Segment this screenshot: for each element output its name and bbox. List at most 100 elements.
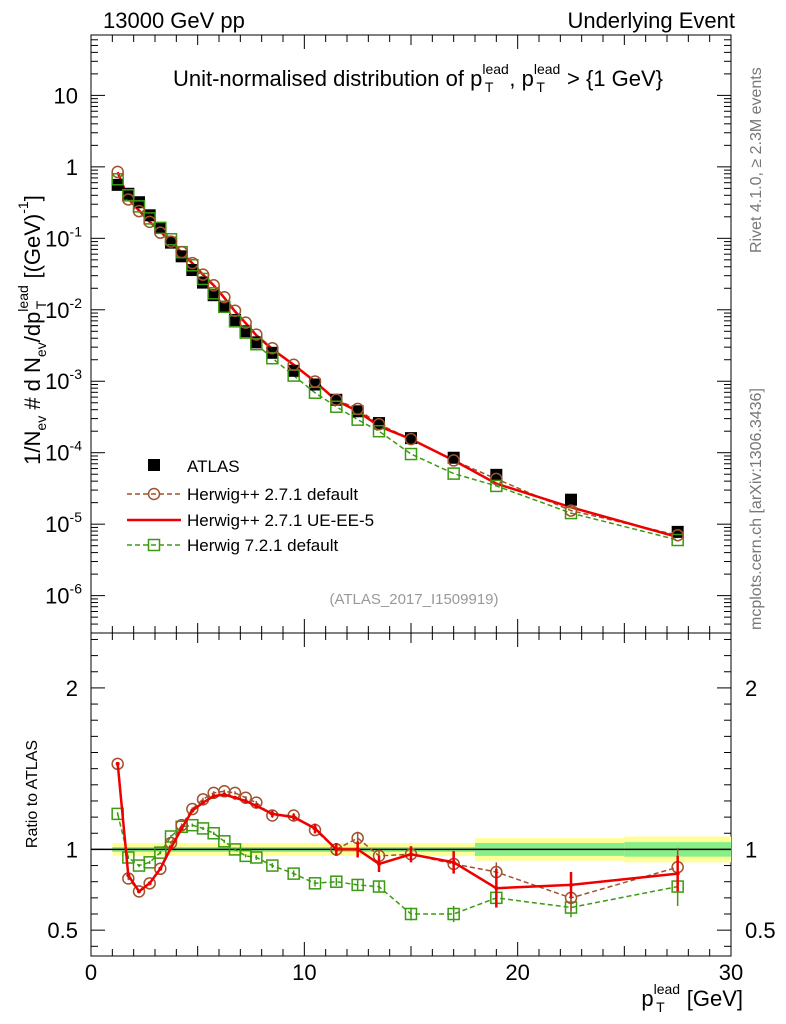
data-point-herwigpp-default bbox=[266, 341, 279, 355]
data-point-herwigpp-default bbox=[287, 358, 300, 372]
data-point-herwig7-default bbox=[372, 424, 386, 438]
data-point-atlas bbox=[565, 493, 577, 506]
chart-title-end: > {1 GeV} bbox=[561, 66, 663, 91]
data-point-herwig7-default bbox=[447, 467, 460, 480]
data-point-herwigpp-default bbox=[218, 290, 231, 304]
ratio-series bbox=[111, 757, 684, 923]
series-line-herwigpp-default bbox=[117, 171, 678, 536]
ylabel-b: # d N bbox=[20, 357, 45, 416]
data-point-herwigpp-default bbox=[308, 375, 322, 388]
x-tick-label: 10 bbox=[292, 960, 316, 985]
ratio-point-herwig7-default bbox=[154, 846, 167, 859]
ratio-point-herwigpp-ueee5 bbox=[137, 889, 141, 894]
data-point-atlas bbox=[239, 325, 252, 338]
ylabel-d-sup: -1 bbox=[15, 201, 31, 214]
data-point-atlas bbox=[175, 250, 188, 263]
ratio-point-herwigpp-ueee5 bbox=[211, 794, 216, 799]
data-point-herwig7-default bbox=[154, 221, 167, 235]
chart-title-main: Unit-normalised distribution of p bbox=[173, 66, 482, 91]
ylabel-c-sup: lead bbox=[15, 285, 31, 311]
data-point-herwigpp-default bbox=[207, 279, 220, 292]
ratio-line-herwigpp-default bbox=[116, 763, 678, 899]
chart-title-sup1: lead bbox=[482, 61, 508, 77]
xlabel-sub: T bbox=[656, 999, 665, 1015]
xlabel-sup: lead bbox=[654, 981, 680, 997]
chart-title-sup2: lead bbox=[534, 61, 560, 77]
series-line-herwigpp-ueee5 bbox=[116, 171, 679, 539]
ylabel-c: /dp bbox=[20, 312, 45, 343]
data-point-herwig7-default bbox=[671, 533, 684, 547]
data-point-herwigpp-default bbox=[564, 504, 578, 517]
ratio-point-herwigpp-ueee5 bbox=[451, 860, 456, 865]
ratio-point-herwig7-default bbox=[266, 859, 279, 872]
ratio-point-herwigpp-ueee5 bbox=[158, 866, 163, 871]
ratio-point-herwigpp-default bbox=[143, 877, 156, 890]
ratio-y-tick-label-right: 0.5 bbox=[745, 918, 776, 943]
data-point-atlas bbox=[447, 451, 460, 464]
ratio-y-tick-label-left: 2 bbox=[66, 676, 78, 701]
ratio-point-herwigpp-ueee5 bbox=[569, 882, 573, 887]
ratio-y-tick-label-right: 1 bbox=[745, 837, 757, 862]
data-point-herwigpp-default bbox=[111, 165, 124, 179]
ylabel-a: 1/N bbox=[20, 431, 45, 465]
ratio-point-herwig7-default bbox=[143, 856, 156, 869]
ratio-line-herwig7-default bbox=[116, 813, 678, 915]
ratio-point-herwig7-default bbox=[218, 835, 231, 848]
ratio-point-herwig7-default bbox=[404, 907, 418, 921]
data-point-atlas bbox=[490, 468, 503, 481]
ratio-point-herwigpp-default bbox=[154, 862, 167, 876]
data-point-herwig7-default bbox=[218, 300, 231, 314]
ratio-point-herwig7-default bbox=[330, 875, 343, 888]
x-tick-label: 30 bbox=[719, 960, 743, 985]
ratio-point-herwigpp-ueee5 bbox=[233, 795, 237, 800]
ratio-point-herwig7-default bbox=[308, 877, 322, 890]
data-point-herwig7-default bbox=[122, 189, 135, 202]
data-point-herwigpp-default bbox=[196, 268, 210, 281]
chart-title-sub1: T bbox=[485, 79, 494, 95]
xlabel-unit: [GeV] bbox=[681, 986, 743, 1011]
data-point-herwig7-default bbox=[330, 400, 343, 413]
data-point-herwig7-default bbox=[143, 212, 156, 225]
ratio-y-axis-label: Ratio to ATLAS bbox=[24, 740, 41, 848]
ratio-point-herwigpp-ueee5 bbox=[494, 886, 499, 891]
rivet-label: Rivet 4.1.0, ≥ 2.3M events bbox=[748, 67, 765, 253]
ratio-point-herwigpp-ueee5 bbox=[355, 847, 360, 852]
x-tick-label: 20 bbox=[505, 960, 529, 985]
data-point-herwig7-default bbox=[132, 200, 146, 213]
ratio-point-herwigpp-default bbox=[132, 885, 146, 898]
x-tick-label: 0 bbox=[85, 960, 97, 985]
legend: ATLAS Herwig++ 2.7.1 default Herwig++ 2.… bbox=[127, 457, 374, 555]
main-y-axis-label: 1/Nev # d Nev/dplead T [(GeV)-1] bbox=[15, 195, 49, 465]
ratio-point-herwigpp-ueee5 bbox=[147, 881, 152, 886]
data-point-herwig7-default bbox=[250, 337, 263, 351]
ratio-point-herwig7-default bbox=[372, 880, 386, 893]
ratio-point-herwigpp-ueee5 bbox=[409, 852, 413, 857]
main-y-tick-label: 10-1 bbox=[45, 223, 82, 251]
ratio-point-herwigpp-ueee5 bbox=[190, 808, 195, 813]
data-point-herwigpp-default bbox=[122, 193, 135, 206]
ratio-point-herwigpp-ueee5 bbox=[377, 861, 381, 866]
main-series bbox=[111, 165, 684, 547]
legend-marker-atlas bbox=[148, 459, 160, 471]
data-point-herwigpp-default bbox=[671, 528, 684, 542]
ylabel-e: ] bbox=[20, 195, 45, 201]
ylabel-d: [(GeV) bbox=[20, 214, 45, 285]
data-point-herwigpp-default bbox=[175, 245, 188, 259]
ratio-point-herwigpp-ueee5 bbox=[222, 792, 227, 797]
data-point-herwig7-default bbox=[196, 272, 210, 286]
ratio-ticks: 0.5 0.51 12 20 10 20 30 bbox=[47, 633, 776, 985]
ylabel-c-sub: T bbox=[33, 300, 49, 309]
data-point-herwig7-default bbox=[207, 287, 220, 300]
legend-marker-herwigpp-default bbox=[147, 487, 161, 501]
ratio-point-herwigpp-default bbox=[186, 802, 199, 816]
data-point-herwig7-default bbox=[266, 351, 279, 365]
legend-label-atlas: ATLAS bbox=[187, 457, 240, 476]
data-point-atlas bbox=[133, 196, 145, 209]
legend-label-herwigpp-default: Herwig++ 2.7.1 default bbox=[187, 485, 358, 504]
data-point-atlas bbox=[330, 393, 343, 406]
ratio-point-herwigpp-ueee5 bbox=[675, 871, 680, 876]
main-y-tick-label: 10-2 bbox=[45, 295, 82, 323]
legend-label-herwig7-default: Herwig 7.2.1 default bbox=[187, 536, 338, 555]
data-point-atlas bbox=[250, 336, 263, 349]
data-point-herwig7-default bbox=[111, 173, 124, 186]
